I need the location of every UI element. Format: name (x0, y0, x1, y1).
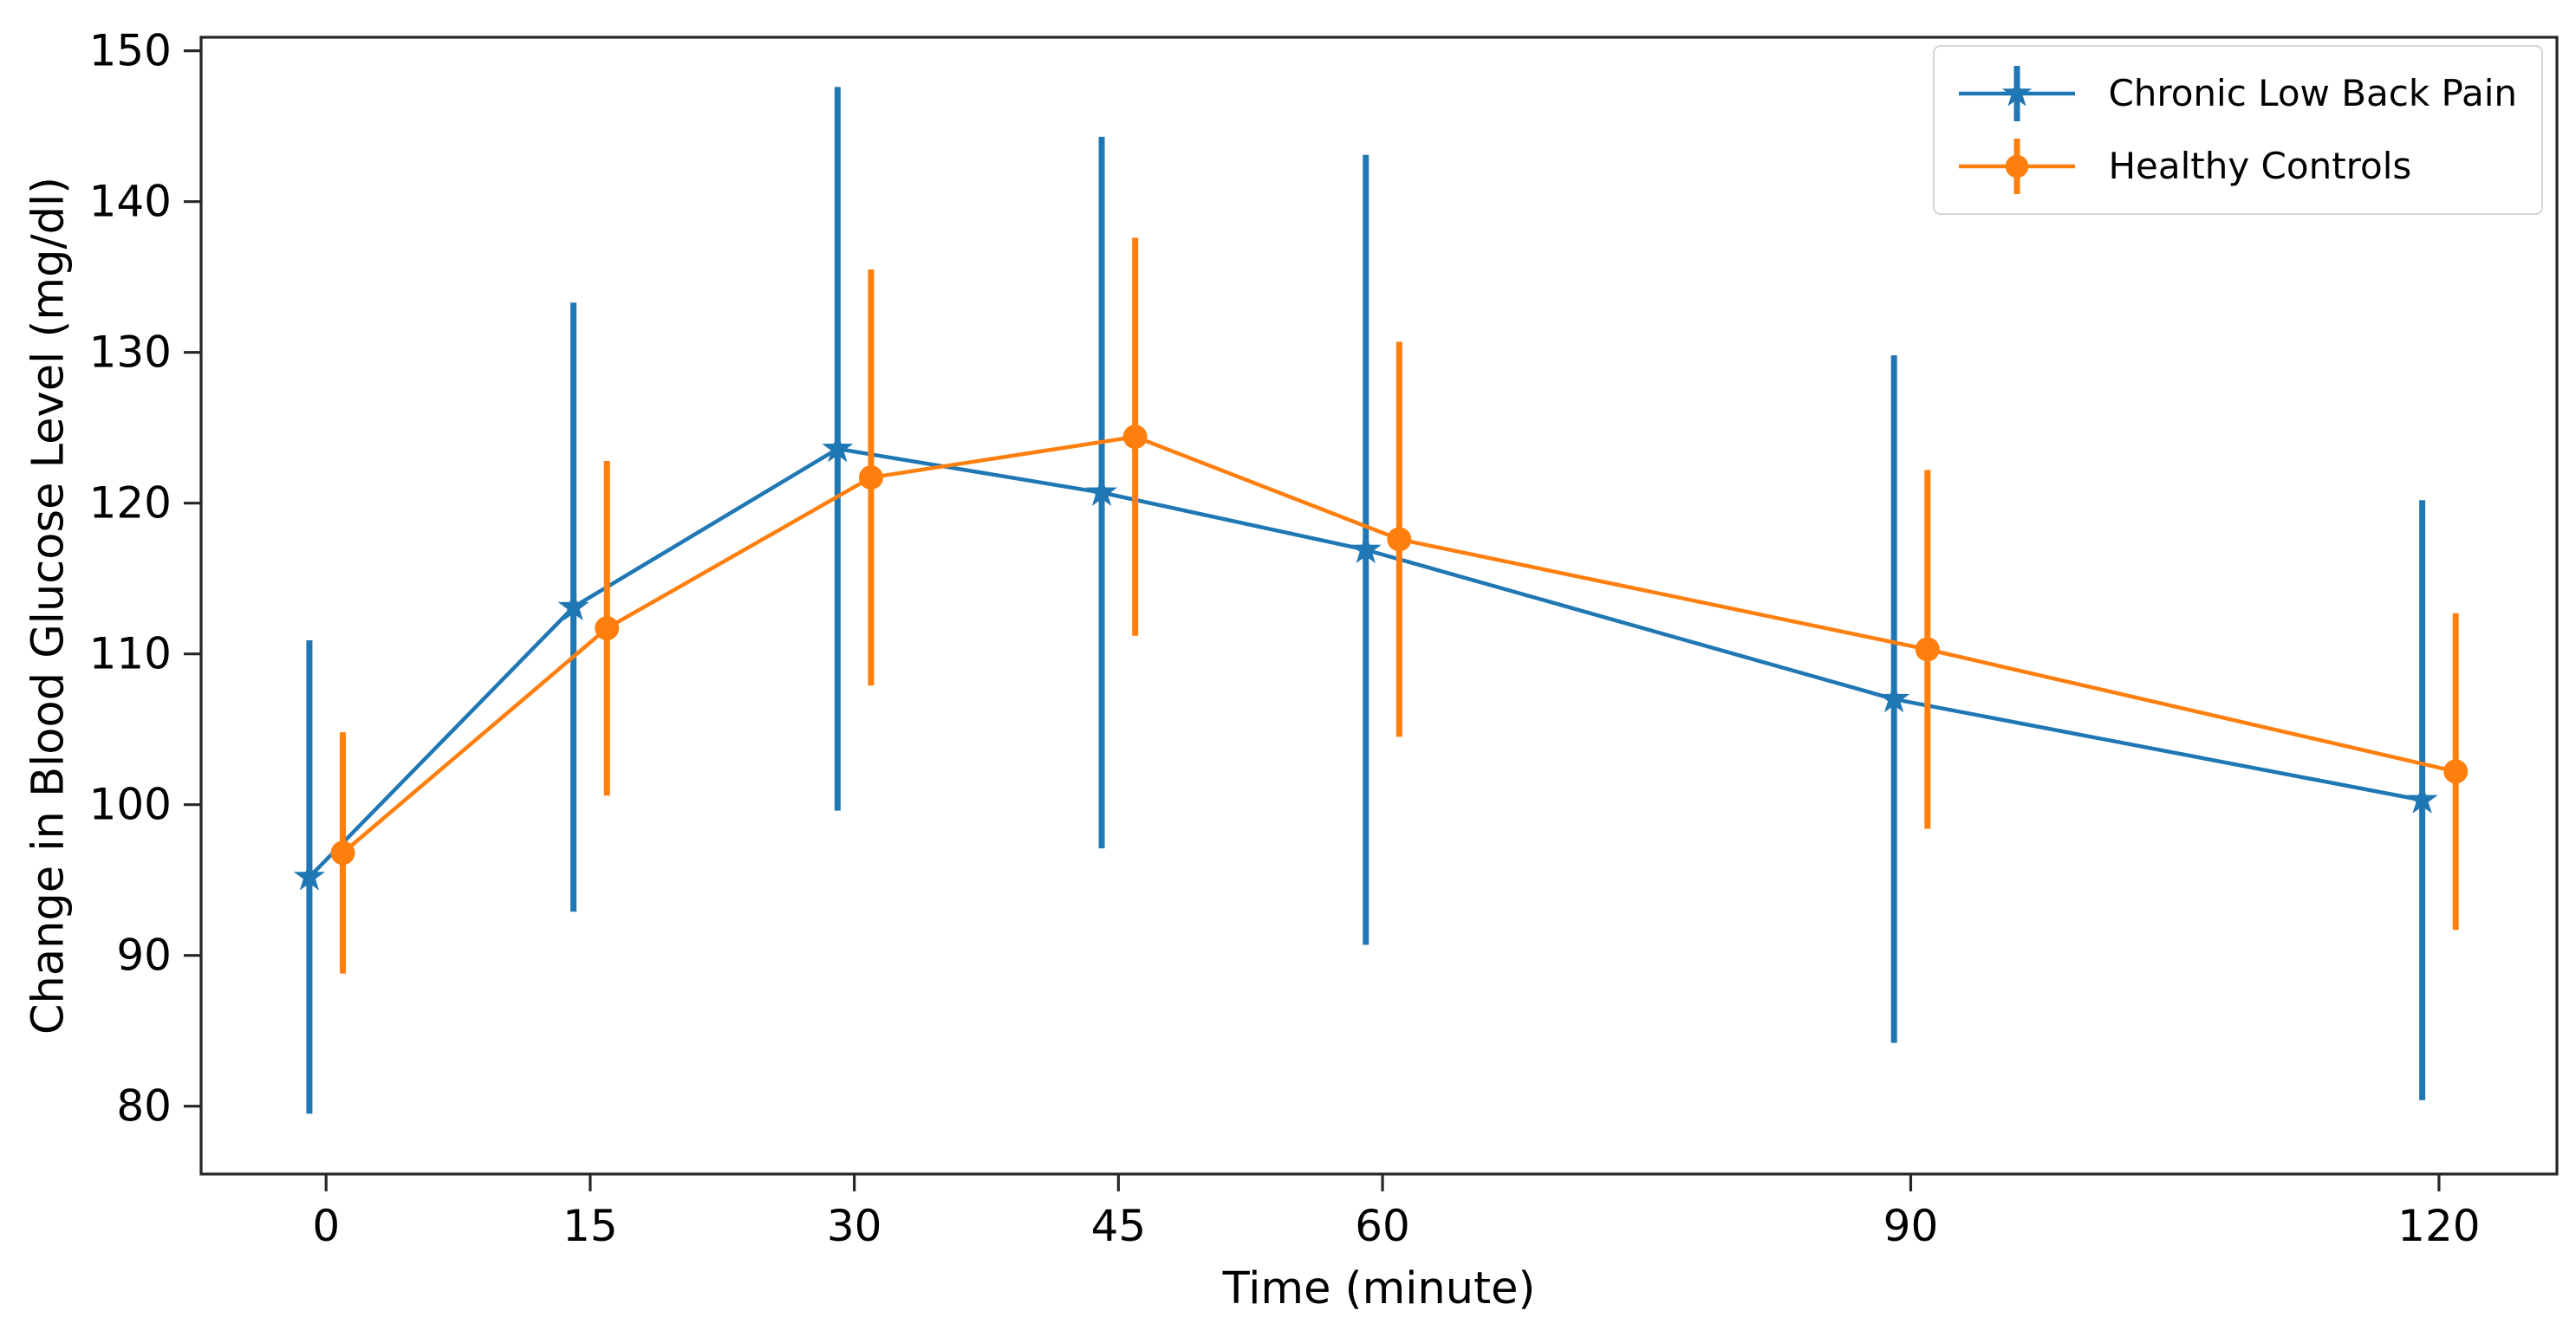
plot-box-spines (199, 36, 2559, 1176)
legend-item-chronic-low-back-pain: Chronic Low Back Pain (1952, 61, 2517, 127)
star-marker (822, 432, 854, 463)
y-tick-label: 90 (116, 931, 172, 981)
star-marker (1086, 476, 1118, 506)
y-tick-label: 120 (89, 478, 172, 529)
legend-handle (1959, 139, 2076, 194)
circle-marker (595, 616, 620, 641)
x-axis-label: Time (minute) (1222, 1263, 1536, 1314)
circle-marker (2006, 154, 2029, 178)
series-chronic-low-back-pain (293, 87, 2438, 1114)
circle-marker (858, 465, 883, 490)
star-marker (1878, 682, 1910, 713)
x-tick-label: 120 (2397, 1201, 2480, 1251)
circle-marker (2443, 759, 2469, 784)
legend-handle (1959, 66, 2076, 121)
tick-labels: 80 90 100 110 120 130 140 150 0 15 30 45 60 90 120 (89, 26, 2481, 1251)
circle-marker (1122, 425, 1148, 450)
star-marker (293, 860, 325, 891)
x-tick-label: 90 (1883, 1201, 1939, 1251)
errorbar-circle-icon (1959, 139, 2076, 194)
y-tick-label: 80 (116, 1081, 172, 1132)
star-marker (2002, 77, 2033, 107)
y-tick-label: 100 (89, 780, 172, 830)
circle-marker (1915, 637, 1940, 662)
x-tick-label: 60 (1355, 1201, 1410, 1251)
x-tick-label: 30 (827, 1201, 882, 1251)
x-tick-label: 15 (563, 1201, 618, 1251)
y-tick-label: 130 (89, 328, 172, 378)
y-tick-label: 150 (89, 26, 172, 76)
errorbar-star-icon (1959, 66, 2076, 121)
legend-label: Healthy Controls (2108, 144, 2412, 187)
x-tick-label: 0 (312, 1201, 340, 1251)
circle-marker (330, 840, 355, 866)
legend-label: Chronic Low Back Pain (2108, 71, 2517, 114)
axis-ticks (184, 49, 2441, 1191)
y-axis-label: Change in Blood Glucose Level (mg/dl) (23, 176, 75, 1035)
circle-marker (1387, 527, 1412, 552)
star-marker (557, 590, 589, 621)
y-tick-label: 110 (89, 629, 172, 679)
legend-item-healthy-controls: Healthy Controls (1952, 133, 2517, 199)
x-tick-label: 45 (1091, 1201, 1147, 1251)
star-marker (1350, 533, 1382, 563)
y-tick-label: 140 (89, 177, 172, 227)
series-healthy-controls (330, 237, 2469, 974)
legend: Chronic Low Back Pain Healthy Controls (1933, 45, 2543, 215)
star-marker (2406, 783, 2438, 814)
